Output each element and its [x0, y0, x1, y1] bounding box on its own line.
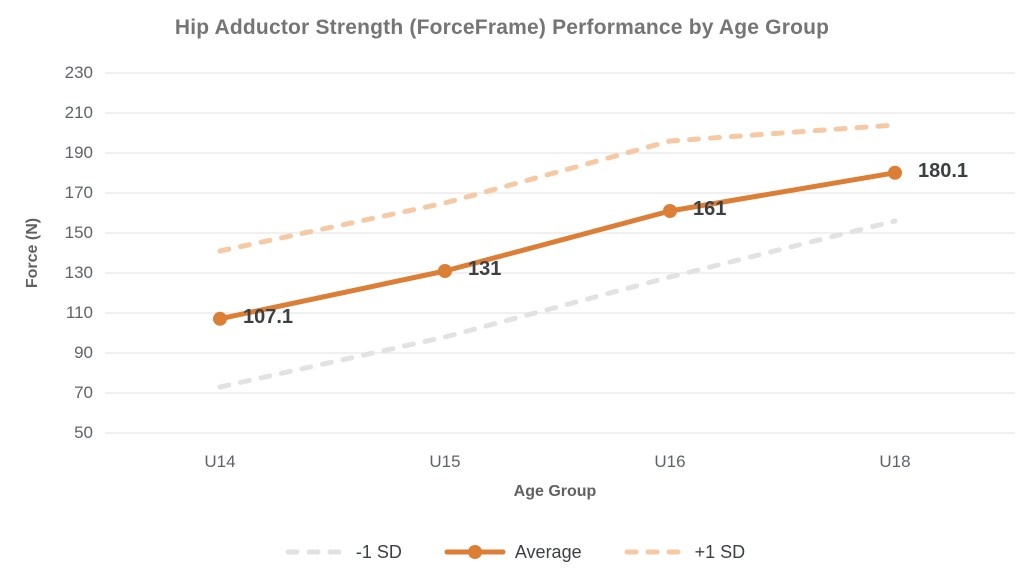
- legend-item--1-sd: -1 SD: [285, 542, 402, 563]
- legend-swatch-icon: [624, 549, 686, 555]
- data-point-label: 180.1: [918, 159, 969, 182]
- legend-label: Average: [514, 541, 582, 562]
- legend-label: -1 SD: [355, 541, 402, 562]
- x-tick-label: U18: [879, 452, 911, 471]
- y-tick-label: 70: [74, 383, 93, 402]
- x-axis-title: Age Group: [513, 483, 597, 500]
- y-tick-label: 150: [64, 223, 93, 242]
- legend: -1 SD Average +1 SD: [0, 536, 1030, 568]
- series-line-+1-sd: [217, 122, 898, 254]
- data-point-label: 131: [468, 258, 502, 280]
- y-tick-label: 190: [64, 143, 93, 162]
- legend-label: +1 SD: [694, 541, 746, 562]
- y-tick-label: 230: [64, 63, 93, 82]
- series-line--1-sd: [217, 218, 898, 390]
- y-tick-label: 90: [74, 343, 93, 362]
- data-point-label: 161: [693, 198, 727, 220]
- data-point-marker: [888, 165, 902, 180]
- x-tick-label: U16: [654, 452, 686, 471]
- data-point-marker: [438, 264, 452, 278]
- y-tick-label: 170: [64, 183, 93, 202]
- y-tick-label: 50: [74, 423, 93, 442]
- data-point-marker: [663, 204, 677, 218]
- y-tick-label: 110: [65, 303, 93, 322]
- x-tick-label: U15: [429, 452, 461, 471]
- y-tick-label: 130: [64, 263, 93, 282]
- chart-title: Hip Adductor Strength (ForceFrame) Perfo…: [174, 16, 830, 39]
- series-line-average: [217, 170, 898, 322]
- legend-item-+1-sd: +1 SD: [624, 541, 746, 563]
- y-tick-label: 210: [64, 103, 93, 122]
- data-point-marker: [213, 311, 227, 326]
- legend-swatch-icon: [444, 545, 506, 559]
- legend-swatch-icon: [285, 549, 347, 555]
- legend-item-average: Average: [444, 542, 582, 563]
- x-tick-label: U14: [204, 452, 236, 471]
- data-point-label: 107.1: [243, 305, 294, 328]
